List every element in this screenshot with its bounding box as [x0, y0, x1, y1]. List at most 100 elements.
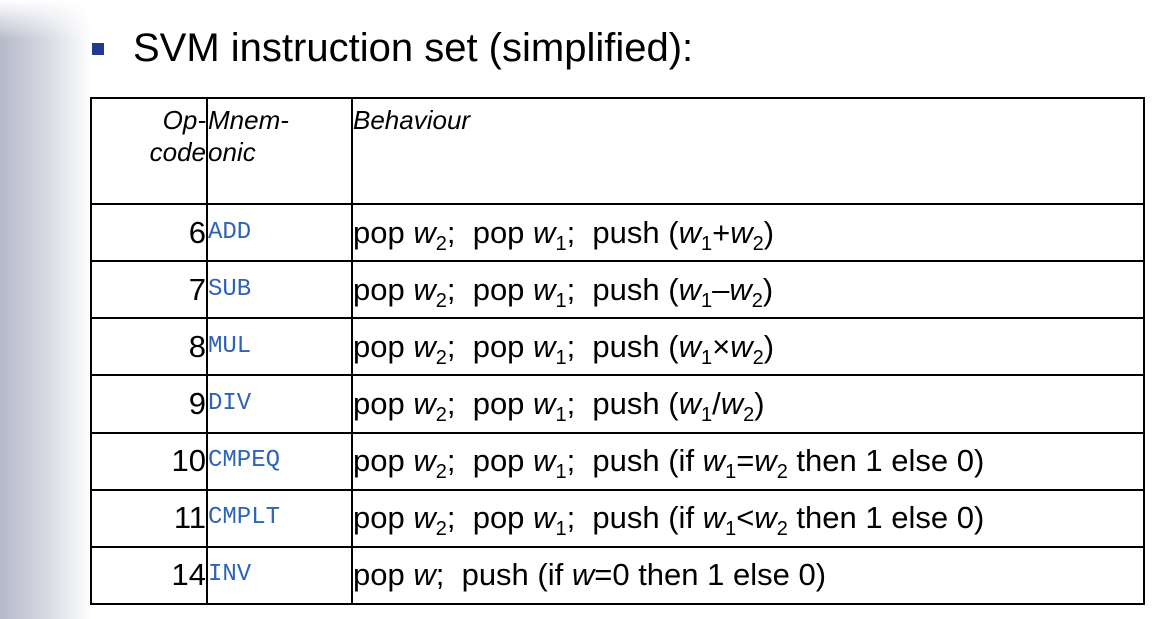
behaviour-text: ; pop	[446, 500, 534, 536]
mnemonic-cell: MUL	[206, 317, 353, 377]
behaviour-subscript: 2	[776, 518, 788, 541]
behaviour-variable: w	[413, 271, 436, 307]
mnemonic-header-line2: onic	[208, 137, 256, 167]
behaviour-subscript: 2	[751, 289, 763, 312]
behaviour-text: pop	[353, 214, 414, 250]
behaviour-variable: w	[729, 271, 752, 307]
behaviour-variable: w	[533, 214, 556, 250]
slide-heading: SVM instruction set (simplified):	[92, 24, 693, 72]
behaviour-cell: pop w2; pop w1; push (w1/w2)	[351, 374, 1145, 434]
behaviour-cell: pop w2; pop w1; push (w1+w2)	[351, 202, 1145, 263]
behaviour-variable: w	[702, 443, 726, 479]
behaviour-text: +	[712, 214, 731, 250]
behaviour-cell: pop w2; pop w1; push (w1–w2)	[351, 260, 1145, 320]
behaviour-variable: w	[678, 328, 701, 364]
behaviour-subscript: 2	[752, 232, 764, 255]
behaviour-cell: pop w2; pop w1; push (if w1=w2 then 1 el…	[351, 431, 1145, 491]
behaviour-text: ; pop	[446, 328, 534, 364]
behaviour-cell: pop w2; pop w1; push (w1×w2)	[351, 317, 1145, 377]
behaviour-subscript: 1	[555, 403, 567, 426]
opcode-cell: 8	[90, 317, 208, 377]
behaviour-text: )	[754, 385, 765, 421]
behaviour-text: ; push (if	[435, 557, 572, 593]
bullet-square-icon	[92, 43, 104, 55]
opcode-header: Op- code	[90, 97, 208, 205]
table-row: 10 CMPEQ pop w2; pop w1; push (if w1=w2 th…	[90, 431, 1145, 491]
behaviour-variable: w	[730, 328, 753, 364]
opcode-cell: 14	[90, 545, 208, 606]
behaviour-subscript: 2	[435, 403, 447, 426]
behaviour-variable: w	[533, 385, 556, 421]
behaviour-subscript: 2	[435, 232, 447, 255]
behaviour-subscript: 2	[752, 346, 764, 369]
behaviour-text: =0 then 1 else 0)	[594, 557, 827, 593]
behaviour-subscript: 1	[555, 232, 567, 255]
behaviour-text: pop	[353, 500, 414, 536]
behaviour-text: )	[763, 328, 775, 364]
behaviour-text: ; push (	[566, 385, 679, 421]
behaviour-text: –	[712, 271, 730, 307]
heading-text: SVM instruction set (simplified):	[133, 26, 694, 70]
behaviour-text: ; push (	[566, 214, 679, 250]
behaviour-subscript: 1	[700, 232, 713, 255]
behaviour-text: ; pop	[446, 271, 534, 307]
behaviour-subscript: 2	[435, 289, 447, 312]
behaviour-variable: w	[413, 385, 436, 421]
opcode-header-line2: code	[149, 137, 206, 167]
mnemonic-cell: INV	[206, 545, 353, 606]
opcode-cell: 10	[90, 431, 208, 491]
behaviour-variable: w	[533, 443, 556, 479]
behaviour-variable: w	[702, 500, 726, 536]
mnemonic-cell: CMPLT	[206, 488, 353, 548]
behaviour-cell: pop w2; pop w1; push (if w1<w2 then 1 el…	[351, 488, 1145, 548]
behaviour-subscript: 1	[555, 289, 567, 312]
behaviour-variable: w	[533, 500, 556, 536]
behaviour-text: pop	[353, 557, 414, 593]
behaviour-subscript: 1	[700, 289, 713, 312]
table-body: 6 ADD pop w2; pop w1; push (w1+w2) 7 SUB pop …	[90, 202, 1145, 606]
behaviour-subscript: 2	[743, 403, 755, 426]
behaviour-text: then 1 else 0)	[787, 443, 985, 479]
behaviour-variable: w	[678, 271, 701, 307]
behaviour-variable: w	[754, 500, 777, 536]
behaviour-text: ; push (if	[566, 500, 703, 536]
table-row: 6 ADD pop w2; pop w1; push (w1+w2)	[90, 202, 1145, 263]
behaviour-subscript: 2	[435, 461, 447, 484]
instruction-set-table: Op- code Mnem- onic Behaviour 6 ADD pop w2…	[90, 97, 1145, 606]
mnemonic-cell: SUB	[206, 260, 353, 320]
behaviour-text: then 1 else 0)	[787, 500, 985, 536]
behaviour-variable: w	[413, 443, 436, 479]
mnemonic-cell: DIV	[206, 374, 353, 434]
behaviour-subscript: 1	[555, 518, 567, 541]
behaviour-subscript: 1	[555, 346, 567, 369]
table-row: 8 MUL pop w2; pop w1; push (w1×w2)	[90, 317, 1145, 377]
behaviour-subscript: 1	[700, 346, 713, 369]
behaviour-cell: pop w; push (if w=0 then 1 else 0)	[351, 545, 1145, 606]
behaviour-variable: w	[571, 557, 595, 593]
behaviour-text: )	[762, 271, 774, 307]
mnemonic-cell: CMPEQ	[206, 431, 353, 491]
behaviour-variable: w	[413, 557, 436, 593]
side-gradient-decoration	[0, 0, 92, 619]
behaviour-text: ×	[712, 328, 731, 364]
behaviour-variable: w	[678, 214, 701, 250]
behaviour-subscript: 2	[435, 518, 447, 541]
header-row: Op- code Mnem- onic Behaviour	[90, 97, 1145, 205]
behaviour-subscript: 1	[700, 403, 713, 426]
behaviour-variable: w	[533, 271, 556, 307]
behaviour-header-label: Behaviour	[353, 105, 471, 135]
behaviour-text: /	[712, 385, 721, 421]
behaviour-subscript: 1	[555, 461, 567, 484]
opcode-header-line1: Op-	[162, 105, 206, 135]
behaviour-text: ; push (	[566, 271, 679, 307]
behaviour-text: pop	[353, 443, 414, 479]
behaviour-variable: w	[413, 328, 436, 364]
behaviour-text: ; push (	[566, 328, 679, 364]
behaviour-text: pop	[353, 385, 414, 421]
behaviour-text: pop	[353, 328, 414, 364]
behaviour-text: pop	[353, 271, 414, 307]
behaviour-text: ; pop	[446, 385, 534, 421]
behaviour-header: Behaviour	[351, 97, 1145, 205]
behaviour-text: ; push (if	[566, 443, 703, 479]
behaviour-variable: w	[730, 214, 753, 250]
